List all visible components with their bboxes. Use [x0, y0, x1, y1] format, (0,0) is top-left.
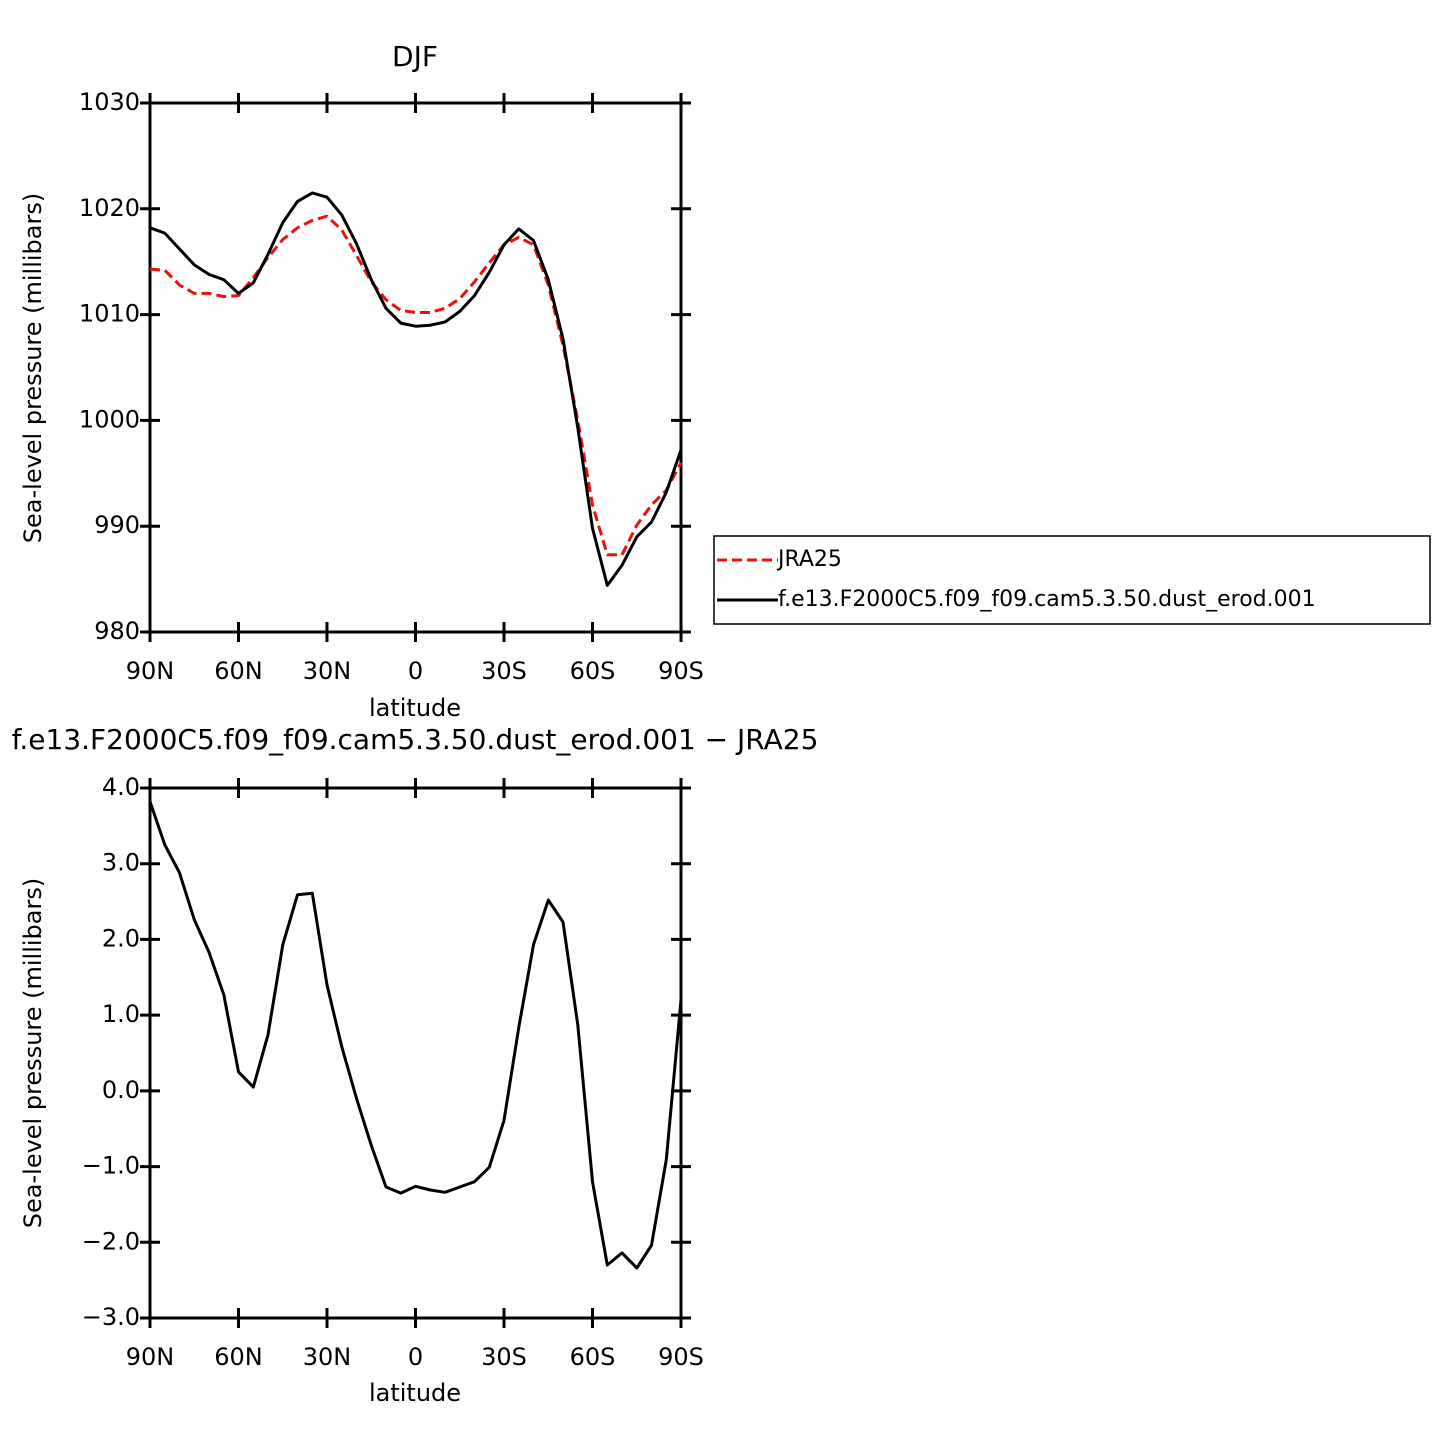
legend-label: JRA25 — [776, 547, 842, 572]
x-tick-label: 60N — [214, 1343, 263, 1371]
x-tick-label: 60S — [570, 657, 616, 685]
y-tick-label: 2.0 — [102, 924, 140, 952]
x-tick-label: 90N — [126, 657, 175, 685]
x-tick-label: 30N — [303, 1343, 352, 1371]
y-tick-label: 1010 — [79, 300, 140, 328]
y-tick-label: −1.0 — [82, 1152, 140, 1180]
legend-label: f.e13.F2000C5.f09_f09.cam5.3.50.dust_ero… — [778, 587, 1316, 612]
x-tick-label: 0 — [408, 1343, 423, 1371]
x-tick-label: 90S — [658, 657, 704, 685]
data-line — [149, 214, 683, 557]
y-axis-label: Sea-level pressure (millibars) — [19, 878, 47, 1228]
chart-title: DJF — [392, 40, 438, 73]
y-tick-label: 0.0 — [102, 1076, 140, 1104]
legend-box — [713, 535, 1431, 625]
x-tick-label: 90N — [126, 1343, 175, 1371]
x-axis-label: latitude — [369, 694, 461, 722]
y-tick-label: −3.0 — [82, 1303, 140, 1331]
x-tick-label: 60N — [214, 657, 263, 685]
x-tick-label: 60S — [570, 1343, 616, 1371]
y-tick-label: 1020 — [79, 194, 140, 222]
data-line — [149, 191, 683, 587]
y-tick-label: 990 — [94, 511, 140, 539]
y-tick-label: −2.0 — [82, 1227, 140, 1255]
y-tick-label: 1030 — [79, 88, 140, 116]
x-tick-label: 30N — [303, 657, 352, 685]
x-tick-label: 90S — [658, 1343, 704, 1371]
y-axis-label: Sea-level pressure (millibars) — [19, 193, 47, 543]
x-tick-label: 30S — [481, 1343, 527, 1371]
x-tick-label: 30S — [481, 657, 527, 685]
y-tick-label: 4.0 — [102, 773, 140, 801]
data-line — [148, 801, 683, 1270]
y-tick-label: 1000 — [79, 405, 140, 433]
y-tick-label: 3.0 — [102, 849, 140, 877]
x-tick-label: 0 — [408, 657, 423, 685]
y-tick-label: 1.0 — [102, 1000, 140, 1028]
chart-title: f.e13.F2000C5.f09_f09.cam5.3.50.dust_ero… — [12, 723, 819, 756]
y-tick-label: 980 — [94, 617, 140, 645]
plot-frame — [148, 101, 683, 634]
x-axis-label: latitude — [369, 1379, 461, 1407]
